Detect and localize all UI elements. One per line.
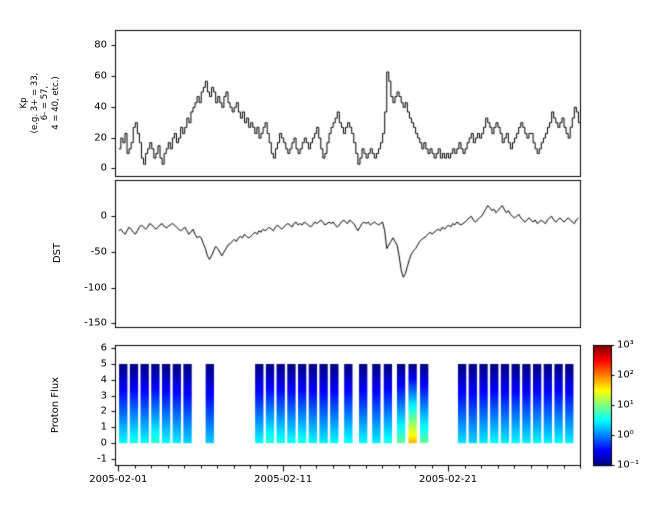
y-tick-label: 6 (100, 342, 107, 354)
y-tick-label: 0 (100, 437, 107, 449)
colorbar-tick-label: 10⁻¹ (617, 459, 640, 471)
y-tick-label: -50 (90, 246, 107, 258)
y-tick-label: 1 (100, 421, 107, 433)
y-tick-label: 40 (94, 101, 107, 113)
colorbar-tick-label: 10¹ (617, 399, 634, 411)
y-tick-label: 4 (100, 374, 107, 386)
kp-axis-label: Kp (e.g. 3+ = 33, 6- = 57, 4 = 40, etc.) (18, 72, 61, 134)
y-tick-label: 2 (100, 405, 107, 417)
x-tick-label: 2005-02-11 (254, 474, 313, 485)
y-tick-label: 60 (94, 70, 107, 82)
x-tick-label: 2005-02-21 (419, 474, 478, 485)
y-tick-label: 0 (100, 162, 107, 174)
y-tick-label: 0 (100, 210, 107, 222)
x-tick-label: 2005-02-01 (89, 474, 148, 485)
y-tick-label: -150 (84, 317, 107, 329)
y-tick-label: 3 (100, 390, 107, 402)
y-tick-label: -100 (84, 282, 107, 294)
proton-flux-axis-label: Proton Flux (49, 376, 61, 434)
y-tick-label: 5 (100, 358, 107, 370)
colorbar-tick-label: 10³ (617, 339, 634, 351)
colorbar-tick-label: 10² (617, 369, 634, 381)
dst-axis-label: DST (51, 242, 63, 264)
colorbar-tick-label: 10⁰ (617, 429, 634, 441)
y-tick-label: 20 (94, 132, 107, 144)
y-tick-label: -1 (97, 453, 107, 465)
y-tick-label: 80 (94, 39, 107, 51)
